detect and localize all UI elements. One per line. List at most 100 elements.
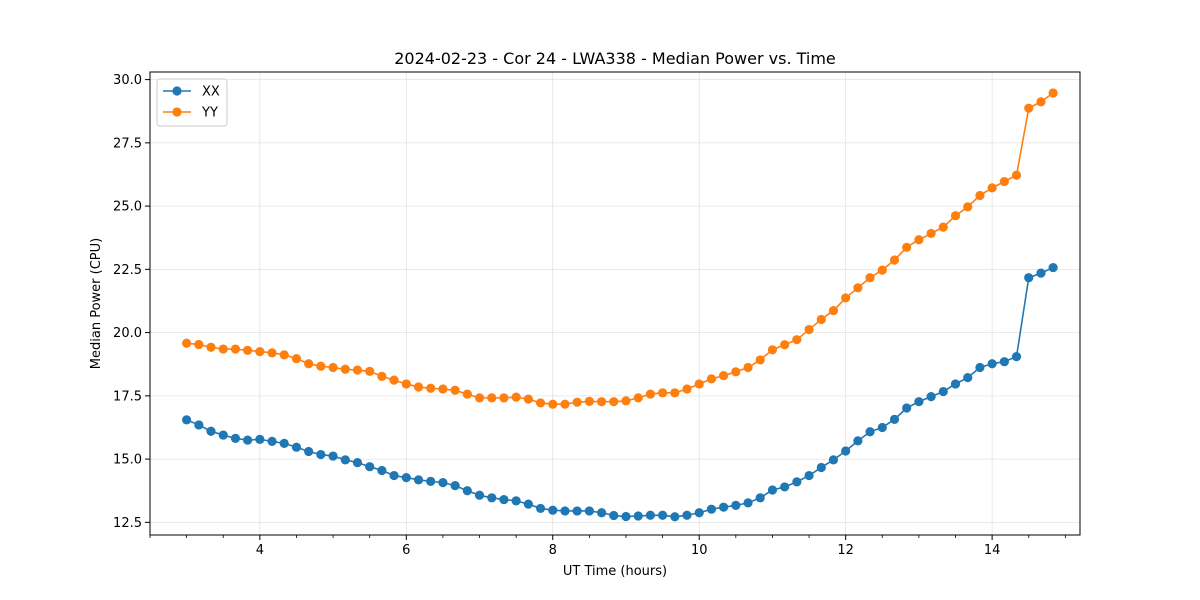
data-point-xx	[694, 508, 704, 518]
data-point-yy	[438, 384, 448, 394]
data-point-xx	[963, 373, 973, 383]
data-point-xx	[487, 493, 497, 503]
x-axis-label: UT Time (hours)	[563, 564, 667, 579]
data-point-xx	[316, 449, 326, 460]
data-point-xx	[658, 510, 668, 520]
data-point-xx	[743, 498, 753, 508]
data-point-yy	[377, 371, 387, 381]
data-point-xx	[633, 511, 643, 521]
x-tick-label: 14	[984, 543, 1001, 558]
data-point-xx	[267, 436, 277, 446]
data-point-xx	[401, 472, 411, 483]
data-point-yy	[328, 362, 338, 373]
data-point-yy	[279, 350, 289, 360]
data-point-xx	[792, 477, 802, 487]
y-tick-label: 30.0	[113, 73, 142, 88]
data-point-xx	[999, 357, 1009, 367]
data-point-xx	[828, 455, 839, 465]
data-point-xx	[609, 510, 619, 521]
data-point-xx	[499, 494, 509, 505]
data-point-yy	[889, 255, 900, 265]
data-point-yy	[182, 338, 192, 348]
data-point-yy	[267, 348, 277, 358]
data-point-yy	[938, 222, 948, 232]
data-point-xx	[389, 470, 399, 481]
data-point-xx	[987, 359, 997, 369]
data-point-xx	[548, 505, 558, 515]
data-point-yy	[1024, 103, 1034, 113]
data-point-xx	[719, 502, 729, 512]
axis-ticks: 4 6 8 10 12 14 12.5 15.0 17.5 20.0 22.5 25.0 27.5 30.…	[113, 73, 1066, 558]
data-point-yy	[706, 374, 717, 384]
data-point-yy	[670, 388, 680, 398]
data-point-yy	[877, 265, 887, 275]
data-point-xx	[572, 506, 582, 516]
data-point-xx	[243, 435, 253, 445]
data-point-yy	[206, 342, 216, 352]
data-point-xx	[706, 504, 717, 514]
data-point-xx	[682, 510, 692, 520]
data-point-xx	[865, 427, 875, 437]
legend-label: YY	[201, 106, 218, 121]
data-point-xx	[426, 476, 436, 486]
data-point-yy	[767, 345, 778, 355]
data-point-yy	[853, 283, 863, 293]
data-point-yy	[230, 344, 241, 354]
y-axis-label: Median Power (CPU)	[89, 238, 104, 369]
data-point-yy	[731, 367, 741, 377]
data-point-yy	[621, 396, 631, 406]
data-point-xx	[853, 436, 863, 446]
y-tick-label: 25.0	[113, 200, 142, 215]
data-point-xx	[1036, 268, 1046, 278]
data-point-yy	[243, 345, 253, 355]
data-point-yy	[487, 393, 497, 403]
data-point-yy	[474, 393, 485, 403]
data-point-xx	[377, 465, 387, 476]
data-point-yy	[694, 379, 704, 389]
data-point-xx	[1024, 273, 1034, 283]
data-point-yy	[450, 385, 460, 395]
data-point-xx	[328, 451, 338, 461]
series-yy	[182, 88, 1058, 409]
data-point-xx	[767, 485, 778, 495]
data-point-xx	[731, 500, 741, 510]
data-point-yy	[950, 211, 961, 221]
data-point-xx	[474, 490, 485, 500]
data-point-xx	[950, 379, 961, 389]
data-point-yy	[1036, 97, 1046, 107]
data-point-yy	[914, 235, 924, 245]
grid	[150, 72, 1080, 535]
data-point-yy	[572, 397, 582, 407]
data-point-xx	[206, 426, 216, 436]
data-point-yy	[865, 273, 875, 283]
data-point-xx	[523, 499, 533, 509]
data-point-xx	[670, 512, 680, 522]
data-point-yy	[462, 389, 472, 399]
plot-area-frame	[149, 71, 1081, 536]
data-point-yy	[804, 324, 814, 335]
data-point-xx	[1048, 262, 1058, 273]
data-point-yy	[999, 176, 1009, 187]
data-point-xx	[194, 420, 204, 430]
legend: XX YY	[156, 78, 228, 127]
data-point-yy	[841, 293, 851, 303]
data-point-xx	[279, 438, 289, 449]
x-tick-label: 8	[549, 543, 557, 558]
x-tick-label: 6	[402, 543, 410, 558]
data-point-yy	[963, 202, 973, 212]
data-point-yy	[304, 359, 314, 369]
data-point-yy	[365, 366, 375, 376]
legend-swatch-marker	[172, 86, 182, 96]
data-point-xx	[755, 493, 765, 503]
data-point-xx	[255, 434, 265, 444]
data-point-xx	[438, 478, 448, 488]
data-point-xx	[230, 433, 241, 443]
data-point-yy	[987, 183, 997, 193]
data-point-xx	[877, 422, 887, 433]
data-point-xx	[413, 475, 424, 485]
data-point-xx	[182, 415, 192, 425]
data-point-yy	[597, 397, 607, 407]
data-point-yy	[633, 393, 643, 403]
data-point-yy	[340, 364, 350, 374]
